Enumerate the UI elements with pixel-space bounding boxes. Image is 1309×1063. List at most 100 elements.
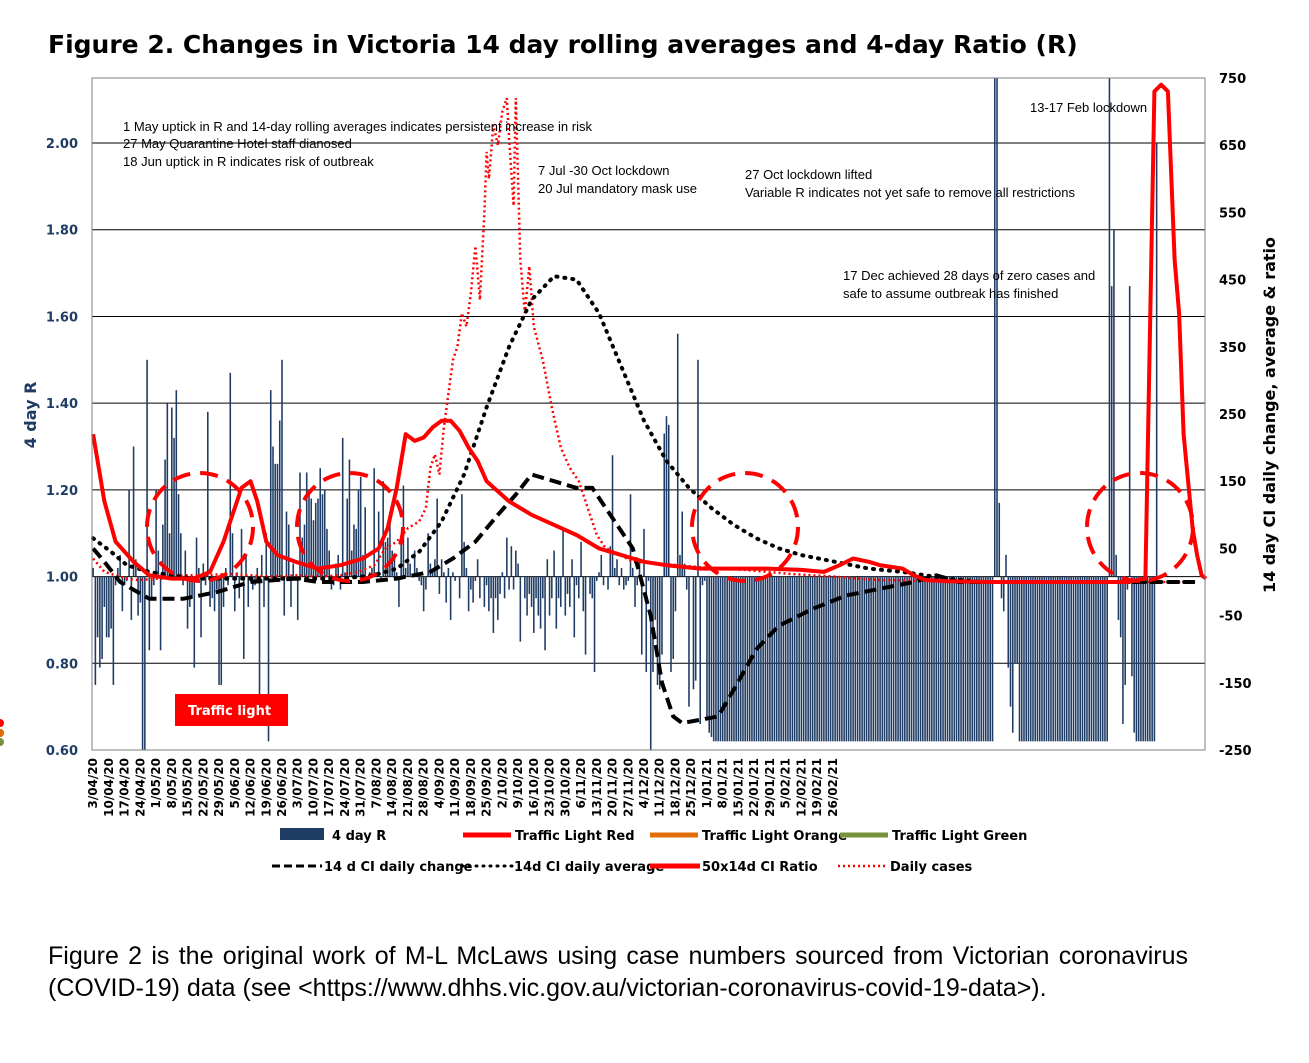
bar	[829, 576, 832, 742]
x-tick-label: 3/04/20	[86, 758, 100, 809]
x-tick-label: 7/08/20	[369, 758, 383, 809]
bar	[881, 576, 884, 742]
bar	[658, 576, 661, 690]
bar	[391, 550, 393, 577]
y-axis-label: 4 day R	[21, 382, 40, 449]
x-tick-label: 11/09/20	[448, 758, 462, 817]
bar	[915, 576, 917, 742]
bar	[998, 502, 1001, 577]
bar	[164, 459, 166, 577]
daily-cases-line	[92, 97, 1195, 584]
bar	[1072, 576, 1075, 742]
x-tick-label: 12/06/20	[244, 758, 258, 817]
bar	[310, 498, 313, 577]
bar	[591, 576, 594, 599]
bar	[400, 541, 402, 577]
bar	[326, 528, 328, 577]
bar	[1095, 576, 1097, 742]
annotation-lockdown: 7 Jul -30 Oct lockdown	[538, 163, 670, 178]
bar	[694, 576, 697, 681]
bar	[267, 576, 270, 742]
bar	[737, 576, 740, 742]
y2-tick-label: -150	[1219, 677, 1252, 692]
bar	[645, 576, 648, 672]
bar	[764, 576, 767, 742]
bar	[802, 576, 805, 742]
bar	[490, 576, 492, 599]
bar	[726, 576, 728, 742]
bar	[924, 576, 926, 742]
bar	[247, 576, 250, 607]
bar	[589, 576, 591, 594]
bar	[820, 576, 823, 742]
bar	[1043, 576, 1046, 742]
bar	[535, 576, 537, 599]
bar	[1063, 576, 1066, 742]
bar	[225, 567, 227, 577]
bar	[211, 576, 214, 599]
bar	[213, 576, 216, 612]
bar	[744, 576, 746, 742]
bar	[888, 576, 890, 742]
bar	[1020, 576, 1023, 742]
bar	[616, 559, 618, 577]
bar	[690, 576, 692, 578]
bar	[162, 524, 164, 577]
y-tick-label: 1.40	[46, 397, 78, 412]
bar	[296, 576, 299, 620]
bar	[281, 359, 283, 577]
x-tick-label: 16/10/20	[527, 758, 541, 817]
bar	[843, 576, 845, 742]
x-tick-label: 29/05/20	[212, 758, 226, 817]
bar	[575, 576, 578, 586]
bar	[139, 576, 142, 603]
bar	[562, 528, 564, 577]
bar	[742, 576, 744, 742]
bar	[290, 576, 292, 607]
bar	[195, 537, 198, 577]
bar	[818, 576, 821, 742]
bar	[218, 576, 220, 685]
bar	[800, 576, 803, 742]
bar	[258, 576, 261, 707]
bar	[1137, 576, 1140, 742]
x-tick-label: 23/10/20	[543, 758, 557, 817]
bar	[269, 390, 272, 577]
bar	[782, 576, 785, 742]
y2-tick-label: 650	[1219, 139, 1246, 154]
bar	[793, 576, 796, 742]
y2-tick-label: 550	[1219, 206, 1246, 221]
bar	[436, 498, 438, 577]
bar	[456, 576, 459, 578]
bar	[440, 559, 443, 577]
bar	[407, 537, 409, 577]
bar	[811, 576, 814, 742]
bar	[472, 576, 474, 603]
bar	[1061, 576, 1063, 742]
bar	[364, 507, 366, 577]
bar	[791, 576, 794, 742]
bar	[204, 576, 207, 586]
bar	[798, 576, 800, 742]
bar	[676, 333, 679, 577]
bar	[951, 576, 953, 742]
bar	[935, 576, 938, 742]
x-tick-label: 19/06/20	[259, 758, 273, 817]
bar	[292, 563, 295, 577]
x-tick-label: 15/01/21	[731, 758, 745, 817]
bar	[607, 576, 609, 590]
bar	[807, 576, 809, 742]
y2-tick-label: 450	[1219, 274, 1246, 289]
bar	[153, 576, 155, 586]
x-tick-label: 24/04/20	[133, 758, 147, 817]
bar	[285, 511, 288, 577]
bar	[859, 576, 861, 742]
bar	[191, 576, 193, 599]
x-tick-label: 11/12/20	[653, 758, 667, 817]
bar	[1079, 576, 1081, 742]
bar	[452, 572, 454, 577]
bar	[193, 576, 196, 668]
legend-item: Traffic Light Green	[840, 829, 1027, 844]
x-tick-label: 10/04/20	[102, 758, 116, 817]
bar	[1045, 576, 1048, 742]
